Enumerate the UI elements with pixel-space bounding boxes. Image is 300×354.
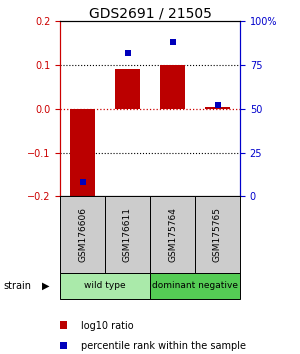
Text: GSM175764: GSM175764 (168, 207, 177, 262)
Point (80, 179, 85, 185)
Text: percentile rank within the sample: percentile rank within the sample (81, 341, 246, 351)
Title: GDS2691 / 21505: GDS2691 / 21505 (88, 6, 212, 20)
Text: GSM175765: GSM175765 (213, 207, 222, 262)
Point (170, 39, 175, 45)
Bar (115, 69, 140, 109)
Text: dominant negative: dominant negative (152, 281, 238, 290)
Text: GSM176606: GSM176606 (78, 207, 87, 262)
Bar (70, 109, 95, 196)
Text: GSM176611: GSM176611 (123, 207, 132, 262)
Bar (205, 107, 230, 109)
Text: log10 ratio: log10 ratio (81, 321, 134, 331)
Text: wild type: wild type (84, 281, 126, 290)
Bar (160, 65, 185, 109)
Text: strain: strain (3, 281, 31, 291)
Text: ▶: ▶ (42, 281, 50, 291)
Point (215, 103, 220, 108)
Point (125, 50, 130, 56)
